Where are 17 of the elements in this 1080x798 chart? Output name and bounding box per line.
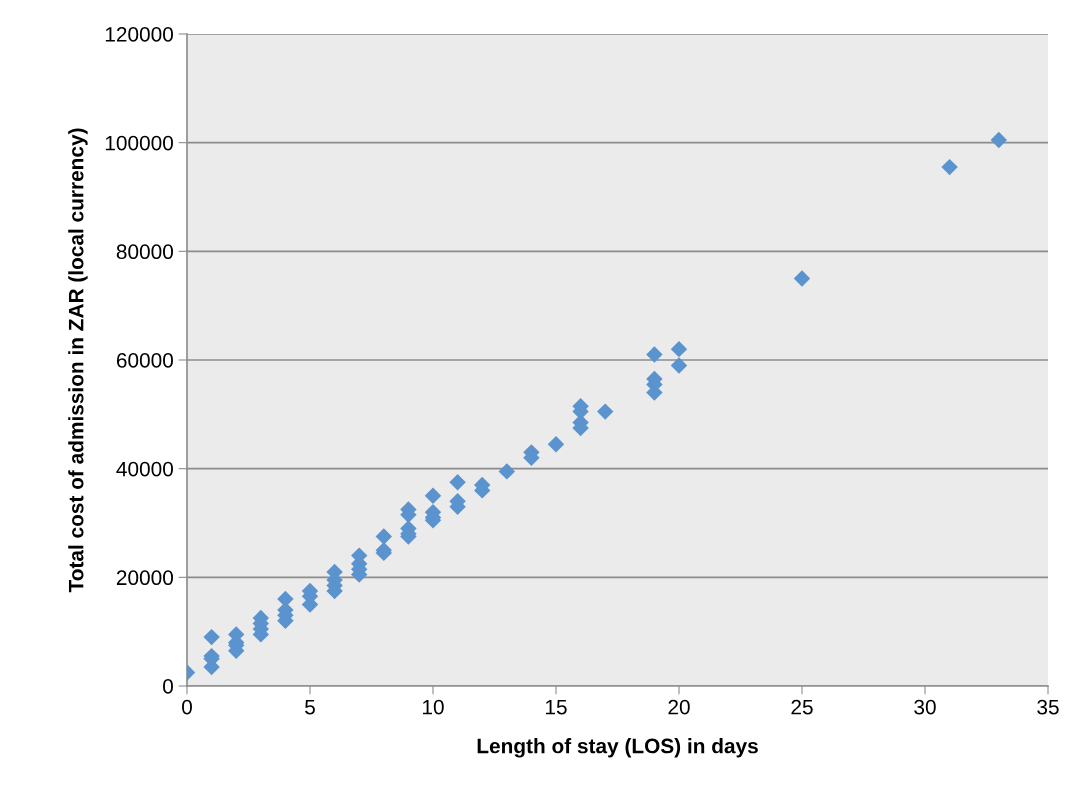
x-tick-label: 25 — [791, 699, 813, 715]
x-tick-label: 0 — [182, 699, 192, 715]
y-tick-label: 20000 — [116, 570, 173, 586]
y-tick-label: 40000 — [116, 461, 173, 477]
x-tick-label: 5 — [305, 699, 315, 715]
y-tick-label: 100000 — [105, 135, 173, 151]
x-tick-label: 30 — [914, 699, 936, 715]
y-tick-label: 120000 — [105, 27, 173, 42]
y-tick-label: 80000 — [116, 244, 173, 260]
y-tick-label: 0 — [163, 679, 173, 694]
x-axis-title: Length of stay (LOS) in days — [477, 738, 758, 758]
x-tick-label: 15 — [546, 699, 567, 715]
x-tick-label: 20 — [668, 699, 690, 715]
y-axis-title: Total cost of admission in ZAR (local currency) — [68, 128, 88, 593]
x-tick-label: 10 — [423, 699, 444, 715]
y-tick-label: 60000 — [116, 353, 173, 368]
x-tick-label: 35 — [1037, 699, 1059, 715]
